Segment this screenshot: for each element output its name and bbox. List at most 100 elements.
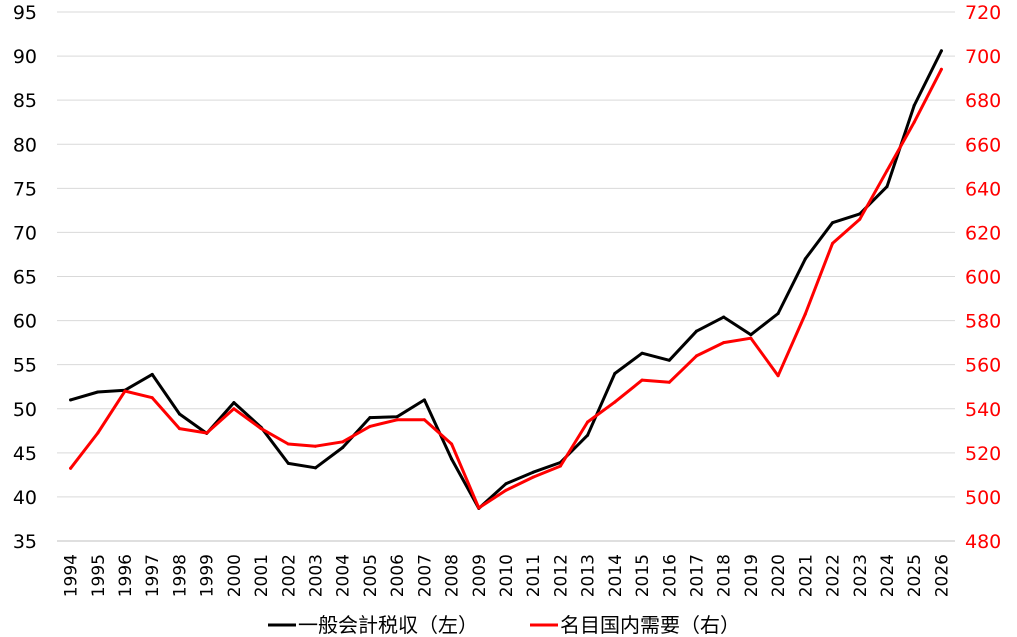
data-point xyxy=(450,457,454,461)
right-tick-label: 520 xyxy=(965,443,1001,465)
x-tick-label: 1995 xyxy=(89,554,109,597)
left-tick-label: 95 xyxy=(13,2,37,24)
data-point xyxy=(667,358,671,362)
data-point xyxy=(613,371,617,375)
data-point xyxy=(613,400,617,404)
left-tick-label: 55 xyxy=(13,355,37,377)
x-tick-label: 2001 xyxy=(252,554,272,597)
data-point xyxy=(314,466,318,470)
data-point xyxy=(531,470,535,474)
data-point xyxy=(939,67,943,71)
left-tick-label: 85 xyxy=(13,90,37,112)
x-tick-label: 2006 xyxy=(388,554,408,597)
legend: 一般会計税収（左） 名目国内需要（右） xyxy=(268,613,740,637)
data-point xyxy=(286,461,290,465)
x-tick-label: 2016 xyxy=(660,554,680,597)
legend-label-0: 一般会計税収（左） xyxy=(298,613,478,637)
x-tick-label: 1996 xyxy=(116,554,136,597)
data-point xyxy=(749,336,753,340)
left-tick-label: 75 xyxy=(13,178,37,200)
data-point xyxy=(722,341,726,345)
right-tick-label: 600 xyxy=(965,267,1001,289)
data-point xyxy=(831,241,835,245)
right-tick-label: 660 xyxy=(965,134,1001,156)
x-tick-label: 2025 xyxy=(905,554,925,597)
data-point xyxy=(368,416,372,420)
data-point xyxy=(395,415,399,419)
data-point xyxy=(776,374,780,378)
data-point xyxy=(69,466,73,470)
x-tick-label: 2009 xyxy=(470,554,490,597)
data-point xyxy=(368,424,372,428)
data-point xyxy=(667,380,671,384)
x-tick-label: 1998 xyxy=(170,554,190,597)
right-axis: 480 500 520 540 560 580 600 620 640 660 680 700 720 xyxy=(965,2,1001,553)
x-tick-label: 2014 xyxy=(606,554,626,597)
data-point xyxy=(341,446,345,450)
data-point xyxy=(504,488,508,492)
data-point xyxy=(586,433,590,437)
left-tick-label: 90 xyxy=(13,46,37,68)
data-point xyxy=(450,442,454,446)
x-tick-label: 2002 xyxy=(279,554,299,597)
right-tick-label: 480 xyxy=(965,531,1001,553)
data-point xyxy=(477,506,481,510)
data-point xyxy=(314,444,318,448)
data-point xyxy=(96,431,100,435)
data-point xyxy=(232,401,236,405)
x-tick-label: 2005 xyxy=(361,554,381,597)
data-point xyxy=(694,354,698,358)
data-point xyxy=(96,390,100,394)
left-tick-label: 45 xyxy=(13,443,37,465)
series-line-1 xyxy=(69,67,943,510)
x-tick-label: 2015 xyxy=(633,554,653,597)
x-tick-label: 2013 xyxy=(579,554,599,597)
x-tick-label: 2003 xyxy=(307,554,327,597)
right-tick-label: 680 xyxy=(965,90,1001,112)
data-point xyxy=(640,351,644,355)
x-tick-label: 2008 xyxy=(443,554,463,597)
data-point xyxy=(232,407,236,411)
data-point xyxy=(123,389,127,393)
data-point xyxy=(722,315,726,319)
data-point xyxy=(694,329,698,333)
x-tick-label: 2024 xyxy=(878,554,898,597)
x-tick-label: 2018 xyxy=(715,554,735,597)
x-tick-label: 2004 xyxy=(334,554,354,597)
right-tick-label: 560 xyxy=(965,355,1001,377)
data-point xyxy=(504,482,508,486)
data-point xyxy=(640,378,644,382)
right-tick-label: 720 xyxy=(965,2,1001,24)
x-tick-label: 2017 xyxy=(687,554,707,597)
left-tick-label: 35 xyxy=(13,531,37,553)
data-point xyxy=(341,440,345,444)
left-tick-label: 80 xyxy=(13,134,37,156)
data-point xyxy=(177,427,181,431)
left-tick-label: 50 xyxy=(13,399,37,421)
data-point xyxy=(558,464,562,468)
right-tick-label: 540 xyxy=(965,399,1001,421)
x-tick-label: 2007 xyxy=(415,554,435,597)
data-point xyxy=(803,257,807,261)
left-tick-label: 65 xyxy=(13,267,37,289)
x-tick-label: 2000 xyxy=(225,554,245,597)
left-tick-label: 40 xyxy=(13,487,37,509)
right-tick-label: 580 xyxy=(965,311,1001,333)
x-tick-label: 2021 xyxy=(796,554,816,597)
data-point xyxy=(150,396,154,400)
x-tick-label: 2019 xyxy=(742,554,762,597)
x-tick-label: 2020 xyxy=(769,554,789,597)
series-line-0 xyxy=(69,49,943,510)
left-tick-label: 60 xyxy=(13,311,37,333)
x-tick-label: 2022 xyxy=(824,554,844,597)
data-point xyxy=(831,221,835,225)
data-point xyxy=(422,398,426,402)
data-point xyxy=(885,169,889,173)
data-point xyxy=(858,212,862,216)
x-tick-label: 2011 xyxy=(524,554,544,597)
legend-label-1: 名目国内需要（右） xyxy=(560,613,740,637)
x-tick-label: 2026 xyxy=(932,554,952,597)
data-point xyxy=(531,475,535,479)
series-lines xyxy=(69,49,943,510)
